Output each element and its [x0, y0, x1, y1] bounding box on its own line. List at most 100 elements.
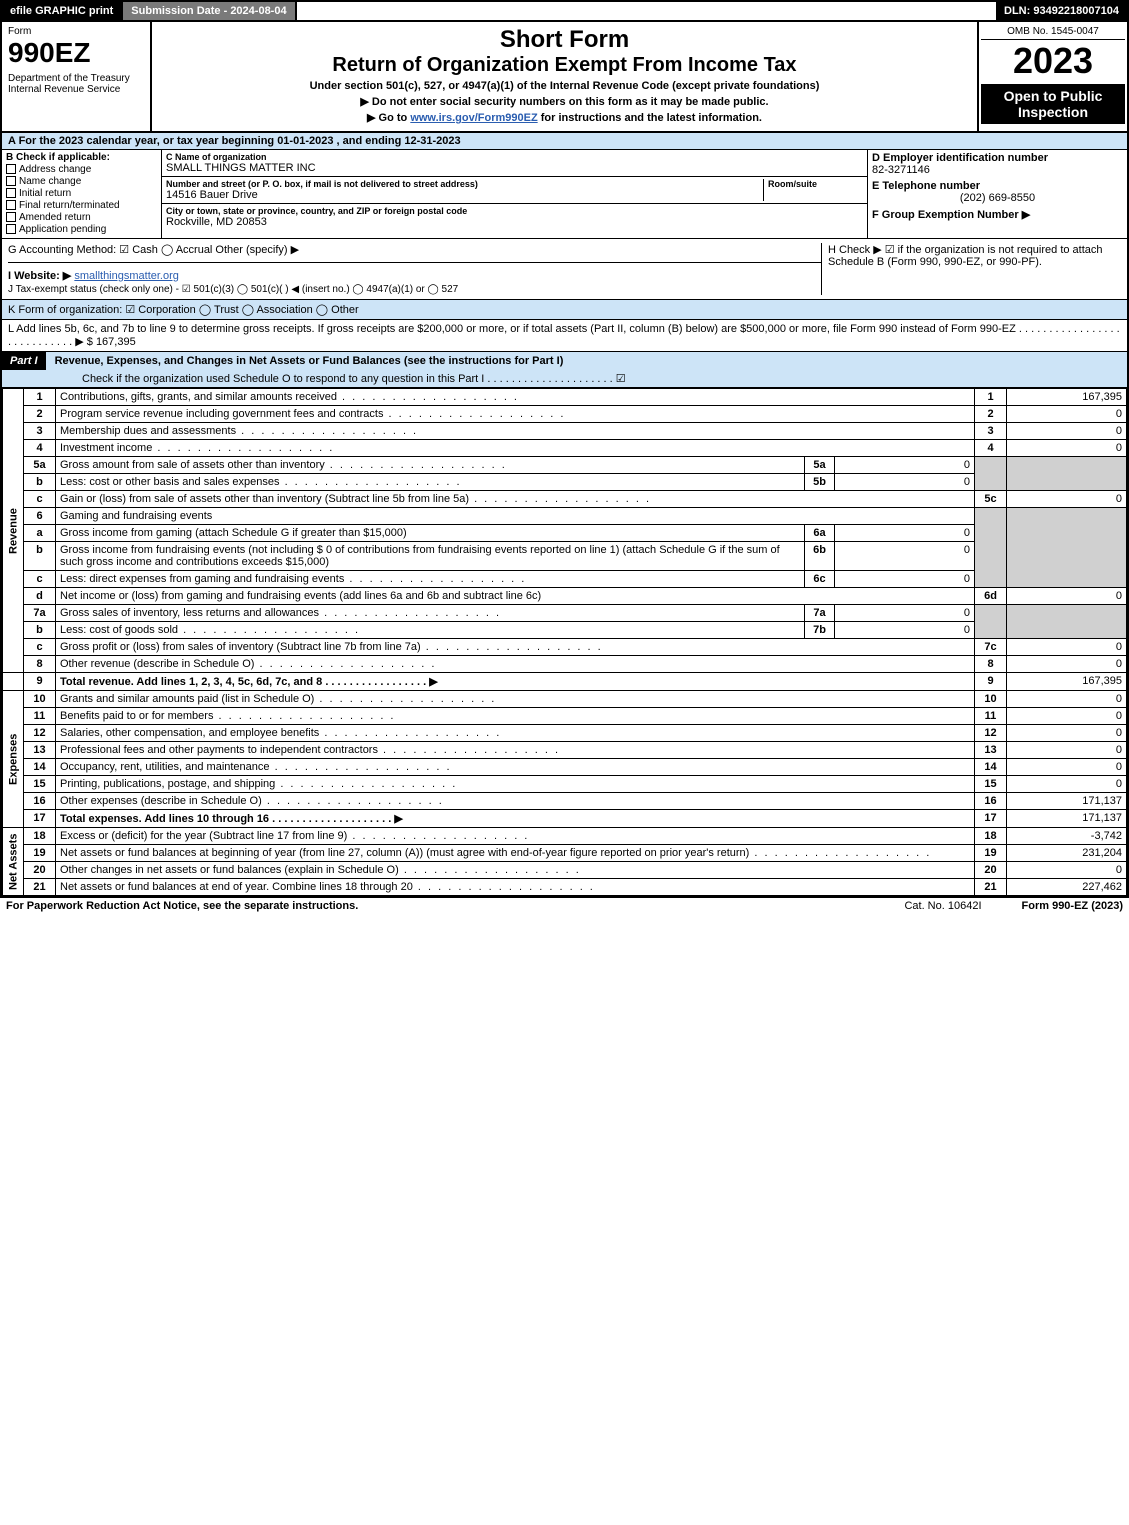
l7b-mn: 7b	[805, 622, 835, 639]
l10-desc: Grants and similar amounts paid (list in…	[56, 691, 975, 708]
b-heading: B Check if applicable:	[6, 152, 157, 163]
part-1-header: Part I Revenue, Expenses, and Changes in…	[0, 352, 1129, 388]
l6a-num: a	[24, 525, 56, 542]
website-link[interactable]: smallthingsmatter.org	[74, 270, 179, 282]
l12-desc: Salaries, other compensation, and employ…	[56, 725, 975, 742]
col-b-checkboxes: B Check if applicable: Address change Na…	[2, 150, 162, 238]
l5a-mv: 0	[835, 457, 975, 474]
page-footer: For Paperwork Reduction Act Notice, see …	[0, 898, 1129, 914]
org-name: SMALL THINGS MATTER INC	[166, 162, 863, 174]
l17-rn: 17	[975, 810, 1007, 828]
part-1-badge: Part I	[2, 352, 46, 370]
l14-desc: Occupancy, rent, utilities, and maintena…	[56, 759, 975, 776]
l7a-mv: 0	[835, 605, 975, 622]
room-label: Room/suite	[768, 179, 863, 189]
form-number: 990EZ	[8, 37, 144, 69]
l1-rv: 167,395	[1007, 389, 1127, 406]
l19-rv: 231,204	[1007, 845, 1127, 862]
l7ab-shade-v	[1007, 605, 1127, 639]
tax-year: 2023	[981, 40, 1125, 82]
l6b-num: b	[24, 542, 56, 571]
org-address: 14516 Bauer Drive	[166, 189, 763, 201]
row-k-org-form: K Form of organization: ☑ Corporation ◯ …	[0, 300, 1129, 320]
row-a-calendar-year: A For the 2023 calendar year, or tax yea…	[0, 133, 1129, 150]
l14-rv: 0	[1007, 759, 1127, 776]
phone: (202) 669-8550	[872, 192, 1123, 204]
l16-num: 16	[24, 793, 56, 810]
l6-shade-v	[1007, 508, 1127, 588]
l8-num: 8	[24, 656, 56, 673]
form-label: Form	[8, 26, 144, 37]
l9-rn: 9	[975, 673, 1007, 691]
l19-num: 19	[24, 845, 56, 862]
l15-desc: Printing, publications, postage, and shi…	[56, 776, 975, 793]
col-def: D Employer identification number 82-3271…	[867, 150, 1127, 238]
l5b-mv: 0	[835, 474, 975, 491]
org-city: Rockville, MD 20853	[166, 216, 863, 228]
l6b-desc: Gross income from fundraising events (no…	[56, 542, 805, 571]
l6-shade	[975, 508, 1007, 588]
l5c-desc: Gain or (loss) from sale of assets other…	[56, 491, 975, 508]
l2-num: 2	[24, 406, 56, 423]
irs-link[interactable]: www.irs.gov/Form990EZ	[410, 112, 537, 124]
open-to-public: Open to Public Inspection	[981, 84, 1125, 124]
top-bar: efile GRAPHIC print Submission Date - 20…	[0, 0, 1129, 22]
l12-num: 12	[24, 725, 56, 742]
l6d-rv: 0	[1007, 588, 1127, 605]
header-right: OMB No. 1545-0047 2023 Open to Public In…	[977, 22, 1127, 131]
chk-application-pending[interactable]: Application pending	[6, 224, 157, 235]
l1-rn: 1	[975, 389, 1007, 406]
l21-rv: 227,462	[1007, 879, 1127, 896]
efile-label[interactable]: efile GRAPHIC print	[2, 2, 121, 20]
l6a-mv: 0	[835, 525, 975, 542]
l10-rn: 10	[975, 691, 1007, 708]
l7b-mv: 0	[835, 622, 975, 639]
l19-desc: Net assets or fund balances at beginning…	[56, 845, 975, 862]
l5c-num: c	[24, 491, 56, 508]
chk-address-change[interactable]: Address change	[6, 164, 157, 175]
l1-num: 1	[24, 389, 56, 406]
l5ab-shade	[975, 457, 1007, 491]
chk-amended-return[interactable]: Amended return	[6, 212, 157, 223]
accounting-method: G Accounting Method: ☑ Cash ◯ Accrual Ot…	[8, 243, 821, 263]
chk-initial-return[interactable]: Initial return	[6, 188, 157, 199]
l8-desc: Other revenue (describe in Schedule O)	[56, 656, 975, 673]
chk-final-return[interactable]: Final return/terminated	[6, 200, 157, 211]
l2-desc: Program service revenue including govern…	[56, 406, 975, 423]
part-1-table: Revenue 1 Contributions, gifts, grants, …	[2, 388, 1127, 896]
l15-num: 15	[24, 776, 56, 793]
omb-number: OMB No. 1545-0047	[981, 24, 1125, 40]
l11-rv: 0	[1007, 708, 1127, 725]
department: Department of the Treasury Internal Reve…	[8, 73, 144, 95]
col-c-org-info: C Name of organization SMALL THINGS MATT…	[162, 150, 867, 238]
l6d-desc: Net income or (loss) from gaming and fun…	[56, 588, 975, 605]
l6b-mn: 6b	[805, 542, 835, 571]
expenses-side-label: Expenses	[3, 691, 24, 828]
l6d-rn: 6d	[975, 588, 1007, 605]
form-subtitle: Under section 501(c), 527, or 4947(a)(1)…	[158, 80, 971, 92]
goto-note: ▶ Go to www.irs.gov/Form990EZ for instru…	[158, 111, 971, 124]
l16-rv: 171,137	[1007, 793, 1127, 810]
l15-rn: 15	[975, 776, 1007, 793]
tax-exempt-status: J Tax-exempt status (check only one) - ☑…	[8, 284, 821, 295]
dln: DLN: 93492218007104	[996, 2, 1127, 20]
l5a-mn: 5a	[805, 457, 835, 474]
l13-num: 13	[24, 742, 56, 759]
row-l-text: L Add lines 5b, 6c, and 7b to line 9 to …	[8, 323, 1120, 348]
part-1-table-wrap: Revenue 1 Contributions, gifts, grants, …	[0, 388, 1129, 898]
org-name-row: C Name of organization SMALL THINGS MATT…	[162, 150, 867, 177]
l7b-desc: Less: cost of goods sold	[56, 622, 805, 639]
l13-desc: Professional fees and other payments to …	[56, 742, 975, 759]
l2-rv: 0	[1007, 406, 1127, 423]
part-1-title: Revenue, Expenses, and Changes in Net As…	[49, 352, 570, 370]
chk-name-change[interactable]: Name change	[6, 176, 157, 187]
row-gh: G Accounting Method: ☑ Cash ◯ Accrual Ot…	[0, 239, 1129, 300]
l5c-rn: 5c	[975, 491, 1007, 508]
l13-rn: 13	[975, 742, 1007, 759]
l18-rn: 18	[975, 828, 1007, 845]
revenue-side-label: Revenue	[3, 389, 24, 673]
row-l-value: 167,395	[96, 336, 136, 348]
l9-desc: Total revenue. Add lines 1, 2, 3, 4, 5c,…	[56, 673, 975, 691]
l5b-num: b	[24, 474, 56, 491]
ein: 82-3271146	[872, 164, 1123, 176]
